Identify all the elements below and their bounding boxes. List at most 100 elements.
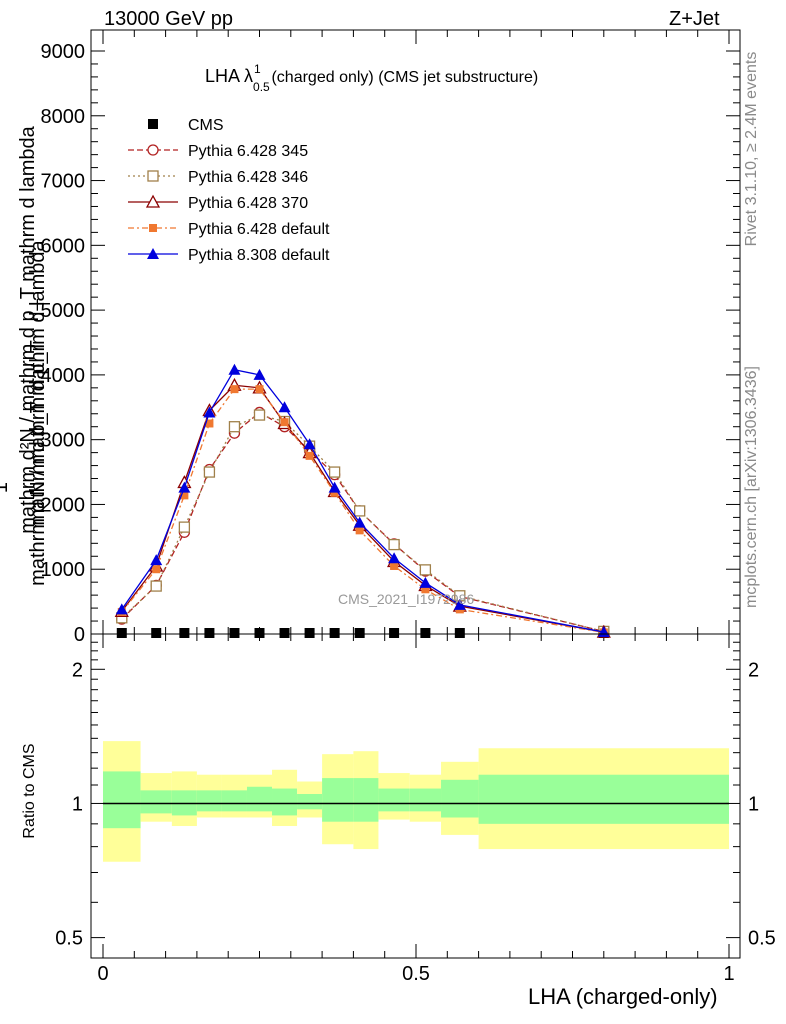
data-point — [115, 603, 128, 615]
series-line — [121, 414, 604, 633]
ratio-tick-label: 0.5 — [55, 928, 83, 950]
data-point — [304, 628, 315, 638]
x-tick-label: 1 — [723, 963, 734, 985]
ratio-inner-band-bin — [478, 774, 729, 824]
analysis-watermark: CMS_2021_I1972986 — [338, 591, 475, 607]
data-point — [116, 628, 127, 638]
series-5 — [115, 363, 610, 638]
legend-label: Pythia 8.308 default — [188, 247, 330, 264]
data-point — [389, 628, 400, 638]
y-axis-label-num: 1 — [0, 482, 13, 493]
x-axis-label: LHA (charged-only) — [528, 984, 718, 1009]
data-point — [178, 521, 191, 533]
data-point — [355, 526, 364, 535]
legend-label: Pythia 6.428 345 — [188, 143, 308, 160]
data-point — [329, 628, 340, 638]
y-tick-label: 4000 — [41, 365, 86, 387]
legend-marker — [148, 119, 158, 129]
energy-label: 13000 GeV pp — [104, 8, 233, 30]
data-point — [421, 585, 430, 594]
y-tick-label: 5000 — [41, 300, 86, 322]
legend-label: CMS — [188, 117, 224, 134]
ratio-inner-band-bin — [196, 790, 222, 812]
series-layer — [114, 363, 611, 638]
series-line — [121, 388, 604, 634]
ratio-inner-band-bin — [272, 788, 298, 816]
data-point — [230, 385, 239, 394]
data-point — [179, 628, 190, 638]
legend-label: Pythia 6.428 default — [188, 221, 330, 238]
ratio-inner-band-bin — [103, 771, 141, 829]
ratio-tick-label: 1 — [72, 793, 83, 815]
data-point — [151, 628, 162, 638]
ratio-y-label: Ratio to CMS — [21, 743, 38, 839]
data-point — [178, 481, 191, 493]
legend-marker — [147, 248, 159, 259]
series-line — [121, 368, 604, 633]
data-point — [328, 466, 341, 478]
ratio-inner-band-bin — [378, 788, 410, 812]
data-point — [152, 565, 161, 574]
ratio-inner-band-bin — [322, 778, 354, 822]
data-point — [390, 561, 399, 570]
data-point — [228, 363, 241, 375]
legend-label: Pythia 6.428 346 — [188, 169, 308, 186]
data-point — [328, 481, 341, 493]
ratio-inner-band-bin — [140, 790, 172, 814]
ratio-inner-band-bin — [246, 786, 273, 812]
data-point — [388, 552, 401, 564]
rivet-info: Rivet 3.1.10, ≥ 2.4M events — [743, 51, 760, 247]
data-point — [453, 598, 466, 610]
data-point — [228, 421, 241, 433]
ratio-tick-label-right: 2 — [748, 659, 759, 681]
data-point — [150, 580, 162, 592]
main-axis-ticks: 0 1000 2000 3000 4000 5000 6000 7000 8000 9000 — [41, 30, 740, 646]
data-point — [280, 418, 289, 427]
data-point — [204, 628, 215, 638]
legend-marker — [147, 170, 159, 182]
data-point — [354, 628, 365, 638]
legend-marker — [145, 194, 161, 208]
y-tick-label: 1000 — [41, 559, 86, 581]
plot-title-scripts: 1 0.5 — [253, 62, 270, 94]
data-point — [254, 628, 265, 638]
ratio-plot-frame — [90, 633, 741, 959]
ratio-inner-band-bin — [409, 788, 442, 812]
ratio-inner-band-bin — [297, 794, 323, 810]
data-point — [420, 628, 431, 638]
legend: CMS Pythia 6.428 345 Pythia 6.428 346 Pythi… — [128, 117, 330, 264]
x-tick-label: 0.5 — [402, 963, 430, 985]
data-point — [419, 564, 432, 576]
data-point — [279, 628, 290, 638]
data-point — [419, 576, 432, 588]
y-axis-label-den: mathrm d N / mathrm d p_T — [27, 340, 49, 586]
data-point — [303, 438, 316, 450]
data-point — [454, 628, 465, 638]
mcplots-info: mcplots.cern.ch [arXiv:1306.3436] — [743, 366, 760, 608]
ratio-tick-label-right: 1 — [748, 793, 759, 815]
legend-marker — [149, 224, 157, 232]
x-tick-label: 0 — [97, 963, 108, 985]
data-point — [388, 538, 400, 551]
data-point — [253, 409, 266, 421]
ratio-inner-band-bin — [441, 779, 479, 818]
y-tick-label: 7000 — [41, 171, 86, 193]
data-point — [180, 491, 189, 500]
data-point — [229, 628, 240, 638]
ratio-axis-ticks: 0 0.5 1 0.5 0.5 1 1 2 2 — [55, 634, 776, 985]
y-tick-label: 8000 — [41, 106, 86, 128]
plot-title-sub: 0.5 — [253, 80, 270, 94]
data-point — [278, 401, 291, 413]
legend-label: Pythia 6.428 370 — [188, 195, 308, 212]
y-tick-label: 6000 — [41, 235, 86, 257]
data-point — [354, 505, 366, 517]
data-point — [305, 451, 314, 460]
plot-title-rest: (charged only) (CMS jet substructure) — [267, 69, 539, 86]
data-point — [353, 516, 366, 528]
data-point — [255, 385, 264, 394]
ratio-tick-label-right: 0.5 — [748, 928, 776, 950]
data-point — [205, 419, 214, 428]
ratio-inner-band-bin — [353, 778, 379, 822]
data-point — [330, 488, 339, 497]
